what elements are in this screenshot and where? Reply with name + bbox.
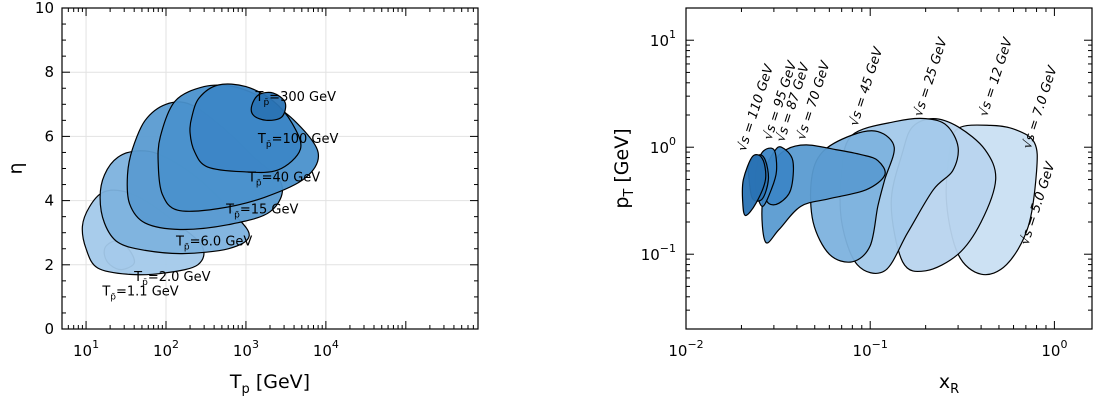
region-8 [741,154,767,217]
right-panel-pt-vs-xr: √s = 5.0 GeV√s = 7.0 GeV√s = 12 GeV√s = … [611,7,1093,396]
y-tick-label: 6 [44,127,54,145]
annotation-label: Tp̄=300 GeV [255,90,337,108]
x-tick-label: 100 [1041,338,1067,360]
region-6 [250,91,287,121]
annotation-label: Tp̄=6.0 GeV [175,235,252,253]
ticks: 10−2 10−1 100 10−1 100 101 [641,7,1092,360]
energy-label: √s = 25 GeV [911,35,951,119]
y-tick-label: 101 [650,28,676,50]
y-tick-label: 10−1 [641,242,676,264]
annotation-label: Tp̄=100 GeV [257,132,339,150]
x-tick-label: 102 [153,338,179,360]
energy-label: √s = 45 GeV [847,45,887,129]
annotation-label: Tp̄=2.0 GeV [133,270,210,288]
y-tick-label: 4 [44,192,54,210]
annotation-label: Tp̄=15 GeV [225,202,298,220]
x-axis-label: xR [939,371,959,396]
y-tick-label: 2 [44,256,54,274]
ticks: 101 102 103 104 0 2 4 6 8 10 [35,0,479,360]
y-axis-label: pT [GeV] [611,128,637,208]
regions [81,83,320,276]
y-tick-label: 10 [35,0,54,17]
energy-label: √s = 7.0 GeV [1020,63,1061,150]
x-tick-label: 104 [313,338,339,360]
regions [741,117,1038,276]
x-axis-label: Tp [GeV] [229,371,310,396]
plot-frame [685,7,1093,330]
y-tick-label: 100 [650,135,676,157]
annotation-label: Tp̄=40 GeV [247,170,320,188]
x-tick-label: 10−1 [853,338,888,360]
y-axis-label: η [5,162,27,174]
y-tick-label: 0 [44,320,54,338]
y-tick-label: 8 [44,63,54,81]
energy-label: √s = 12 GeV [976,35,1016,119]
annotation-label: Tp̄=1.1 GeV [101,284,178,302]
x-tick-label: 101 [73,338,99,360]
x-tick-label: 103 [233,338,259,360]
x-tick-label: 10−2 [668,338,703,360]
